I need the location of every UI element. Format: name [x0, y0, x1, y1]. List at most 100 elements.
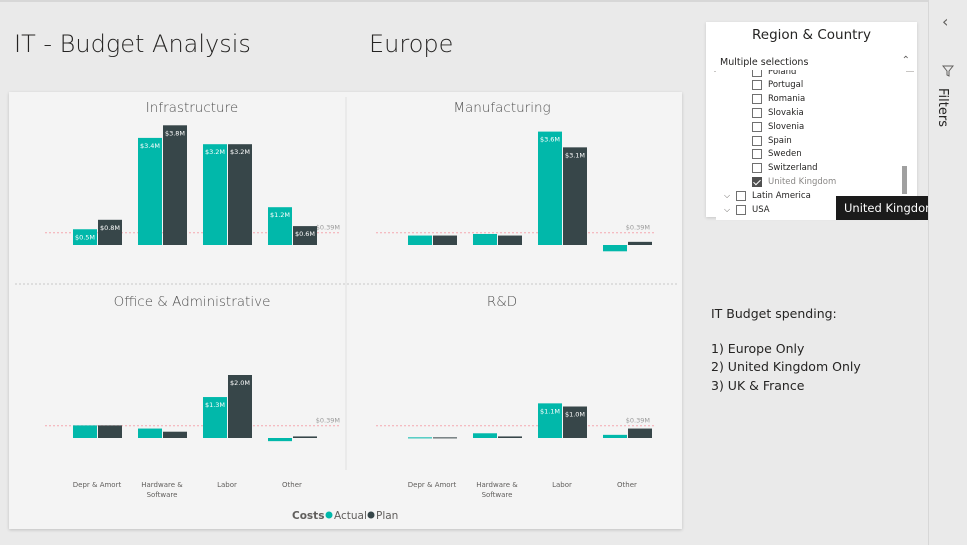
- bar-plan: [563, 147, 587, 245]
- slicer-item[interactable]: Romania: [752, 93, 805, 106]
- slicer-item-label: United Kingdom: [768, 176, 837, 187]
- category-label: Other: [282, 481, 302, 489]
- data-label: $0.8M: [100, 224, 120, 232]
- bar-actual: [473, 233, 497, 245]
- bar-actual: [538, 131, 562, 245]
- bar-actual: [538, 403, 562, 438]
- bar-plan: [628, 428, 652, 438]
- checkbox[interactable]: [752, 70, 762, 77]
- slicer-list[interactable]: Poland Portugal Romania Slovakia Slovenia Spa…: [716, 70, 906, 220]
- category-label: Labor: [217, 481, 237, 489]
- category-label: Depr & Amort: [73, 481, 122, 489]
- top-border: [0, 0, 928, 2]
- bar-actual: [268, 207, 292, 245]
- checkbox[interactable]: [752, 135, 762, 146]
- slicer-group-label: Latin America: [752, 190, 811, 201]
- slicer-dropdown[interactable]: Multiple selections ⌃: [714, 52, 914, 72]
- slicer-item[interactable]: Slovenia: [752, 120, 804, 133]
- bar-actual: [203, 144, 227, 245]
- bar-actual: [408, 235, 432, 245]
- reference-line-label: $0.39M: [316, 417, 340, 425]
- bar-plan: [433, 235, 457, 245]
- slicer-item[interactable]: Switzerland: [752, 162, 818, 175]
- data-label: $2.0M: [230, 379, 250, 387]
- data-label: $3.1M: [565, 151, 585, 159]
- slicer-item-label: Sweden: [768, 149, 802, 160]
- reference-line-label: $0.39M: [316, 224, 340, 232]
- checkbox[interactable]: [752, 107, 762, 118]
- slicer-title: Region & Country: [752, 27, 871, 43]
- filters-label[interactable]: Filters: [935, 88, 950, 127]
- checkbox[interactable]: [736, 204, 746, 215]
- slicer-item[interactable]: Sweden: [752, 148, 802, 161]
- data-label: $3.6M: [540, 136, 560, 144]
- checkbox[interactable]: [752, 121, 762, 132]
- data-label: $3.8M: [165, 129, 185, 137]
- data-label: $3.2M: [230, 148, 250, 156]
- bar-actual: [473, 433, 497, 438]
- bar-plan: [228, 144, 252, 245]
- chevron-down-icon[interactable]: ⌵: [723, 204, 731, 214]
- data-label: $0.5M: [75, 233, 95, 241]
- bar-plan: [563, 406, 587, 438]
- slicer-group[interactable]: ⌵ USA: [722, 203, 770, 216]
- filter-icon[interactable]: [941, 62, 955, 81]
- data-label: $1.0M: [565, 411, 585, 419]
- checkbox-checked[interactable]: [752, 176, 762, 187]
- slicer-item-label: Portugal: [768, 80, 804, 91]
- bar-plan: [163, 431, 187, 438]
- bar-plan: [293, 436, 317, 438]
- bar-actual: [408, 437, 432, 439]
- slicer-item-label: Spain: [768, 135, 792, 146]
- category-label: Hardware &: [141, 481, 183, 489]
- slicer-group[interactable]: ⌵ Latin America: [722, 189, 811, 202]
- data-label: $1.3M: [205, 401, 225, 409]
- slicer-item[interactable]: United Kingdom: [752, 175, 836, 188]
- chevron-left-icon[interactable]: ‹: [942, 12, 949, 31]
- chevron-down-icon[interactable]: ⌵: [723, 190, 731, 200]
- panel-title: Infrastructure: [146, 100, 238, 116]
- slicer-selection-text: Multiple selections: [720, 57, 809, 68]
- bar-actual: [603, 245, 627, 252]
- legend-marker-plan: [367, 511, 375, 519]
- bar-plan: [628, 241, 652, 245]
- bar-plan: [293, 226, 317, 245]
- checkbox[interactable]: [752, 94, 762, 105]
- slicer-item[interactable]: Portugal: [752, 79, 803, 92]
- checkbox[interactable]: [752, 80, 762, 91]
- notes-heading: IT Budget spending:: [711, 306, 837, 321]
- bar-plan: [433, 437, 457, 439]
- checkbox[interactable]: [752, 163, 762, 174]
- slicer-item[interactable]: Slovakia: [752, 106, 804, 119]
- notes-item: 3) UK & France: [711, 377, 805, 393]
- slicer-item-label: Slovenia: [768, 121, 805, 132]
- slicer-item[interactable]: Spain: [752, 134, 792, 147]
- notes-item: 1) Europe Only: [711, 341, 805, 357]
- slicer-item-label: Poland: [768, 70, 797, 77]
- bar-actual: [73, 229, 97, 245]
- bar-plan: [98, 425, 122, 438]
- checkbox[interactable]: [752, 149, 762, 160]
- slicer-scrollbar-thumb[interactable]: [902, 166, 907, 194]
- bar-actual: [203, 397, 227, 438]
- data-label: $1.1M: [540, 407, 560, 415]
- bar-actual: [603, 434, 627, 438]
- reference-line-label: $0.39M: [626, 224, 650, 232]
- bar-actual: [73, 425, 97, 438]
- bar-plan: [98, 219, 122, 245]
- slicer-item-label: Slovakia: [768, 107, 804, 118]
- chevron-up-icon[interactable]: ⌃: [901, 55, 910, 66]
- bar-actual: [268, 438, 292, 442]
- category-label: Software: [482, 491, 513, 499]
- notes-textbox: IT Budget spending: 1) Europe Only 2) Un…: [711, 305, 861, 395]
- data-label: $0.6M: [295, 230, 315, 238]
- bar-actual: [138, 137, 162, 245]
- filters-pane[interactable]: ‹ Filters: [928, 0, 967, 545]
- category-label: Depr & Amort: [408, 481, 457, 489]
- category-label: Software: [147, 491, 178, 499]
- small-multiples-bar-chart[interactable]: Infrastructure $0.39M $0.5M $0.8M $3.4M $3.8M…: [9, 92, 682, 529]
- checkbox[interactable]: [736, 190, 746, 201]
- slicer-item[interactable]: Poland: [752, 70, 796, 78]
- page-title: IT - Budget Analysis: [14, 30, 251, 58]
- panel-title: Office & Administrative: [114, 294, 271, 310]
